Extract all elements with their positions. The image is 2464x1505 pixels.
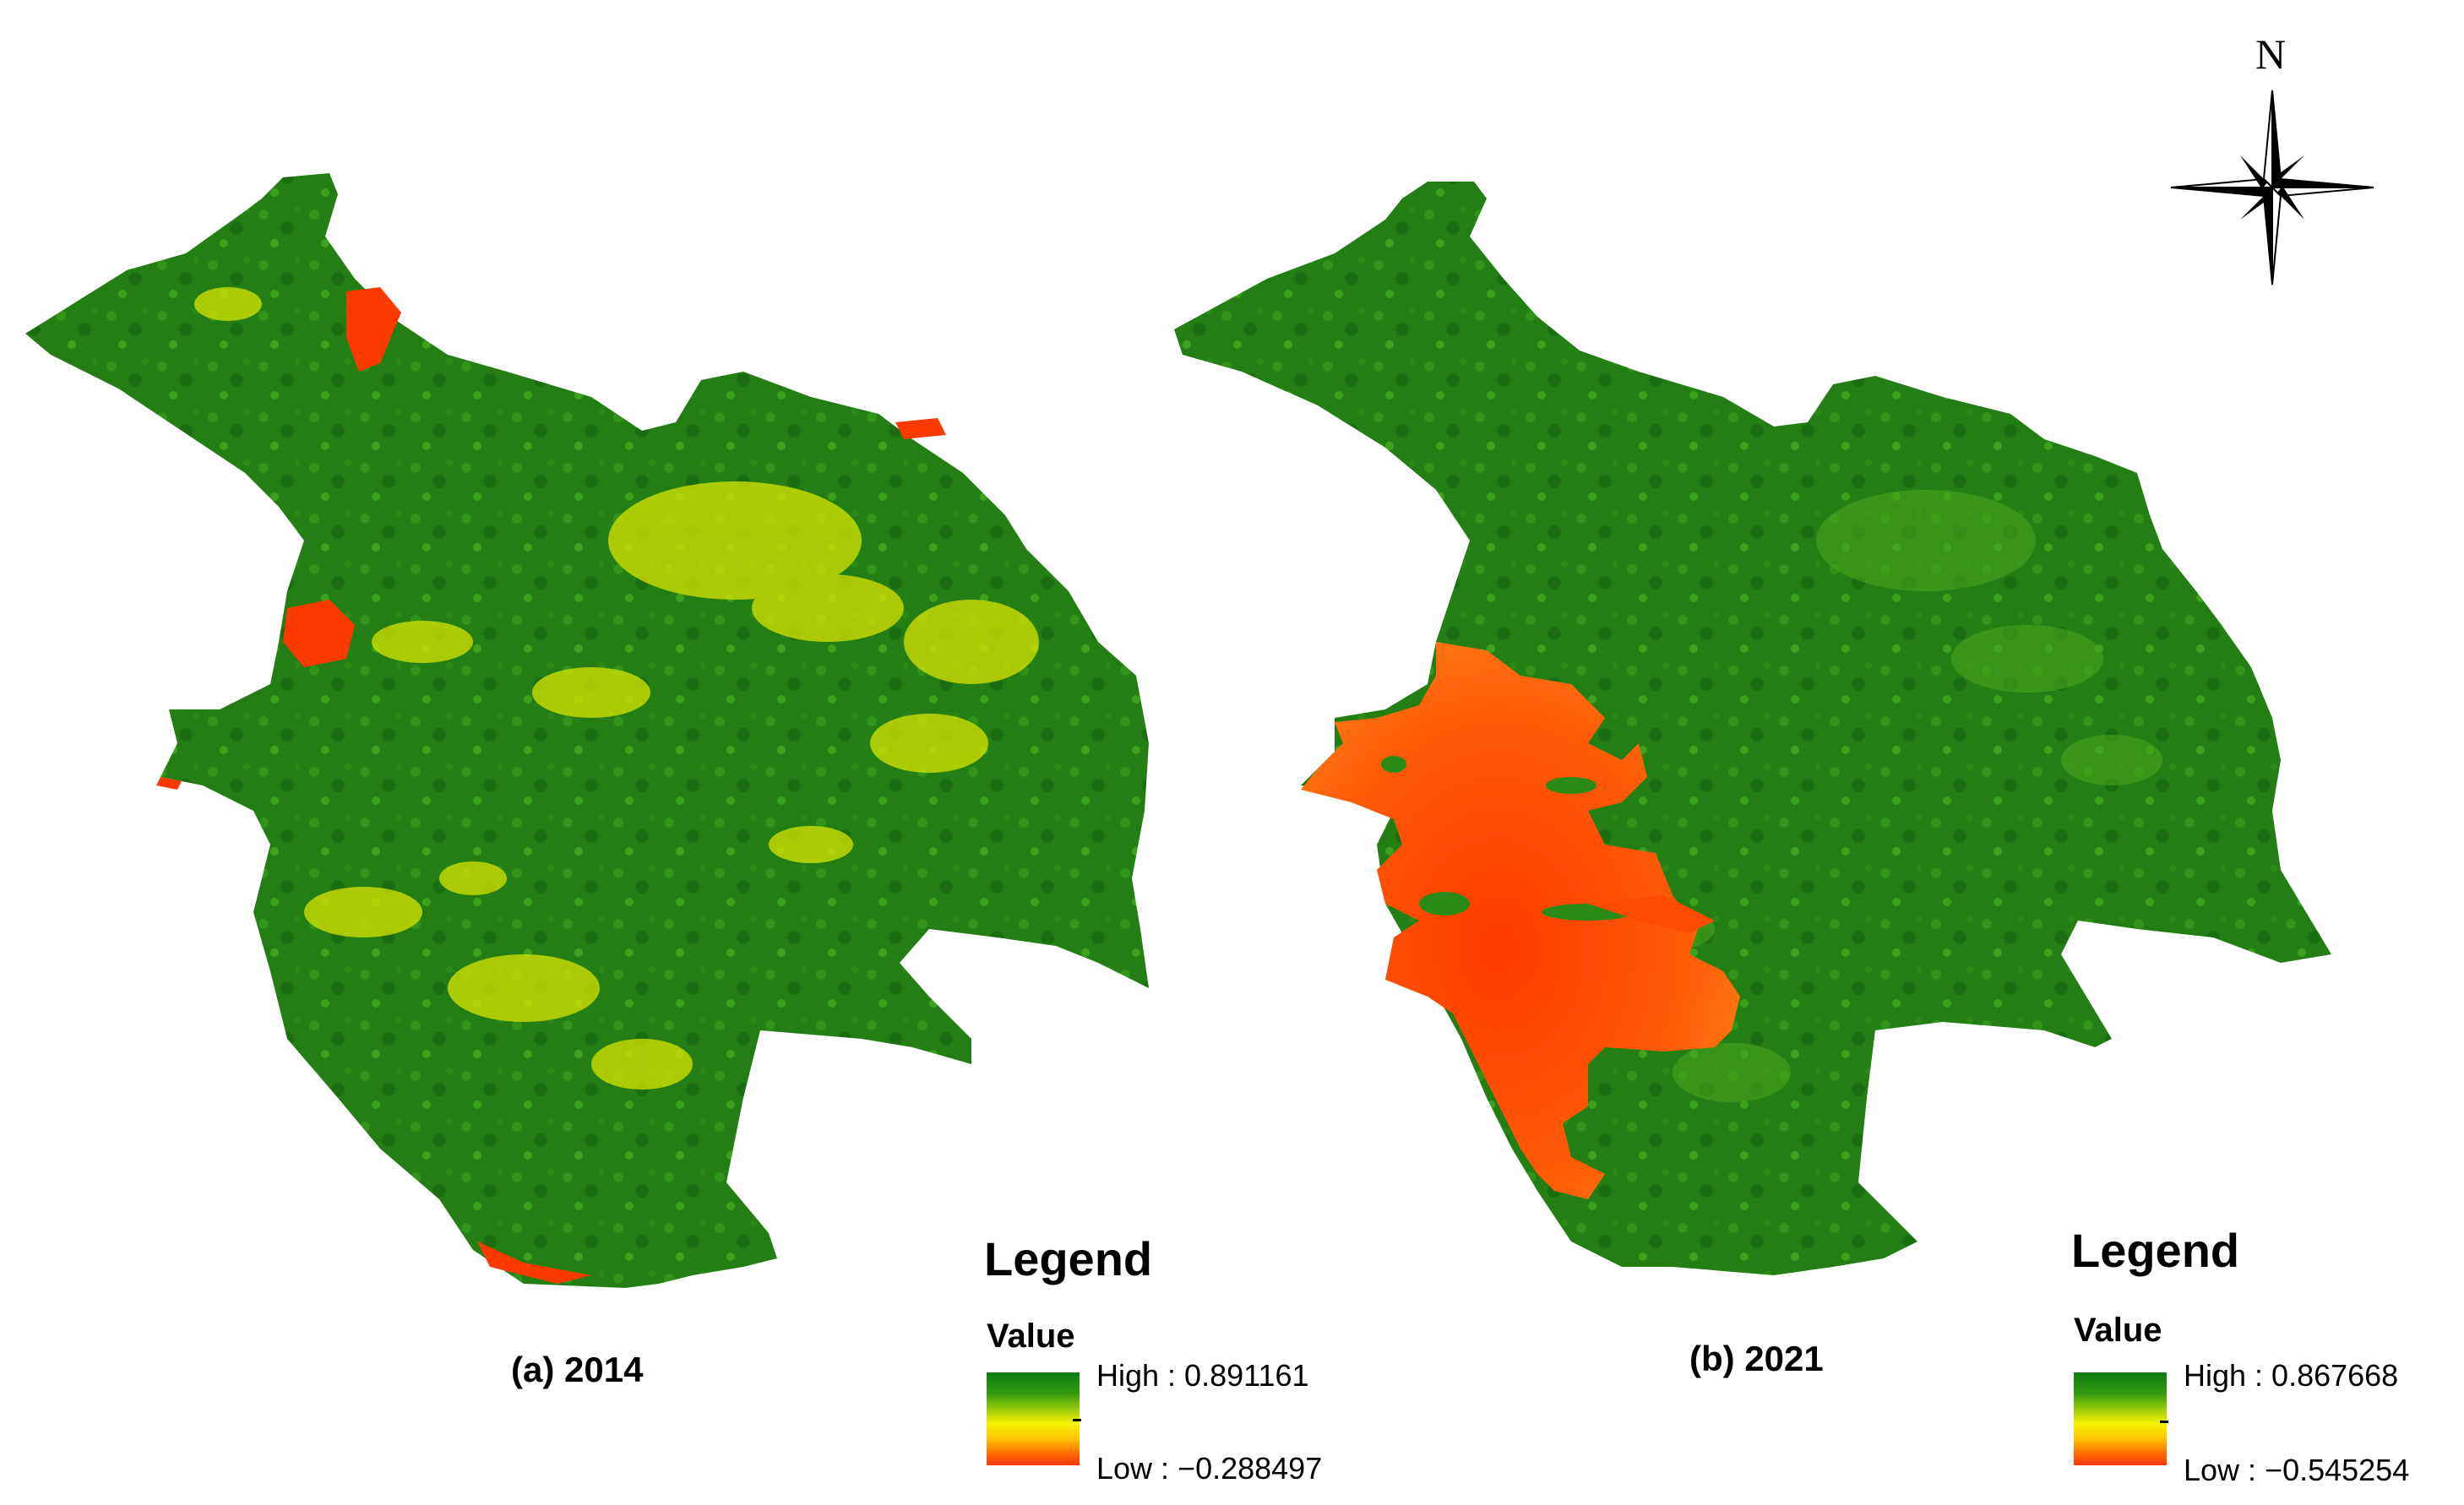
reservoir-islands-2021 [1381, 756, 1635, 921]
legend-low-label: Low : −0.288497 [1096, 1451, 1323, 1486]
region-shape-2014 [25, 173, 1149, 1288]
legend-title: Legend [984, 1232, 1153, 1285]
legend-subtitle: Value [987, 1318, 1075, 1355]
light-vegetation-patches-2021 [1630, 490, 2162, 1102]
water-patches-2014 [156, 287, 946, 1284]
legend-mid-tick [2160, 1421, 2168, 1423]
legend-high-label: High : 0.867668 [2184, 1358, 2399, 1393]
legend-high-label: High : 0.891161 [1096, 1358, 1309, 1393]
legend-color-ramp [987, 1372, 1080, 1465]
legend-mid-tick [1073, 1419, 1081, 1421]
legend-low-label: Low : −0.545254 [2184, 1453, 2410, 1487]
north-label: N [2255, 30, 2287, 78]
map-panel-2014 [25, 173, 1149, 1288]
legend-title: Legend [2071, 1224, 2240, 1277]
map-panel-2021 [1174, 182, 2331, 1275]
panel-caption-2014: (a) 2014 [511, 1350, 644, 1389]
low-vegetation-patches-2014 [194, 287, 1039, 1089]
north-arrow-icon [2170, 90, 2374, 285]
reservoir-2021 [1301, 642, 1740, 1199]
reservoir-channels-2021 [1588, 895, 1715, 933]
legend-subtitle: Value [2074, 1312, 2162, 1349]
legend-color-ramp [2074, 1372, 2167, 1465]
panel-caption-2021: (b) 2021 [1689, 1339, 1824, 1378]
